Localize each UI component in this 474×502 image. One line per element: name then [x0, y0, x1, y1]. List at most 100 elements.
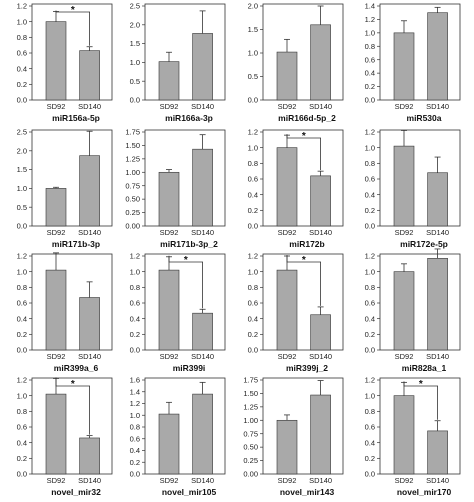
y-tick-label: 0.2: [365, 82, 375, 91]
y-tick-label: 0.2: [365, 454, 375, 463]
bar: [158, 61, 180, 101]
y-tick-label: 1.50: [125, 141, 140, 150]
category-label: SD92: [47, 476, 66, 485]
category-label: SD92: [395, 102, 414, 111]
bar: [427, 172, 448, 227]
bar: [276, 419, 298, 475]
category-label: SD140: [191, 228, 214, 237]
y-tick-label: 0.2: [17, 454, 27, 463]
significance-marker: *: [71, 379, 75, 390]
y-tick-label: 0.2: [365, 330, 375, 339]
category-label: SD140: [78, 228, 101, 237]
plot-frame: [144, 129, 226, 227]
chart-panel: 0.0 0.2 0.4 0.6 0.8 1.0 1.2 1.4 SD92 SD140 miR530a: [365, 2, 461, 123]
plot-frame: [379, 129, 461, 227]
y-tick-label: 0.0: [17, 346, 27, 355]
bar: [192, 312, 213, 351]
category-label: SD140: [426, 352, 449, 361]
y-tick-label: 1.0: [248, 143, 258, 152]
y-tick-label: 1.0: [248, 49, 258, 58]
chart-panel: 0.0 0.5 1.0 1.5 2.0 2.5 SD92 SD140 miR171b-3p: [17, 128, 113, 249]
panel-title: miR172e-5p: [400, 239, 448, 249]
y-tick-label: 0.6: [17, 299, 27, 308]
y-tick-label: 0.2: [17, 80, 27, 89]
y-tick-label: 0.6: [365, 423, 375, 432]
panel-title: novel_mir32: [51, 487, 101, 497]
bar: [45, 393, 67, 475]
category-label: SD92: [278, 102, 297, 111]
category-label: SD92: [47, 102, 66, 111]
y-tick-label: 0.25: [125, 208, 140, 217]
y-tick-label: 0.8: [248, 159, 258, 168]
panel-title: miR399a_6: [54, 363, 99, 373]
y-tick-label: 1.2: [17, 376, 27, 385]
y-tick-label: 0.4: [17, 438, 27, 447]
bar: [310, 394, 331, 475]
category-label: SD92: [278, 228, 297, 237]
y-tick-label: 0.0: [248, 222, 258, 231]
y-tick-label: 0.2: [248, 330, 258, 339]
category-label: SD140: [78, 102, 101, 111]
chart-panel: 0.0 0.2 0.4 0.6 0.8 1.0 1.2 SD92 SD140 miR172e-5p: [365, 128, 461, 249]
category-label: SD140: [191, 102, 214, 111]
panel-title: miR166a-3p: [165, 113, 213, 123]
y-tick-label: 0.6: [248, 299, 258, 308]
y-tick-label: 1.0: [17, 17, 27, 26]
y-tick-label: 1.2: [365, 252, 375, 261]
y-tick-label: 0.8: [365, 42, 375, 51]
chart-panel: 0.0 0.2 0.4 0.6 0.8 1.0 1.2 1.4 1.6 SD92 SD140 nove…: [130, 376, 226, 497]
chart-panel: 0.0 0.5 1.0 1.5 2.0 2.5 SD92 SD140 miR166a-3p: [130, 2, 226, 123]
category-label: SD92: [160, 476, 179, 485]
category-label: SD92: [395, 476, 414, 485]
y-tick-label: 1.50: [243, 389, 258, 398]
bar: [79, 437, 100, 475]
y-tick-label: 1.6: [130, 376, 140, 385]
y-tick-label: 0.0: [17, 96, 27, 105]
y-tick-label: 0.8: [17, 283, 27, 292]
category-label: SD92: [160, 102, 179, 111]
y-tick-label: 0.4: [365, 438, 375, 447]
y-tick-label: 0.50: [125, 195, 140, 204]
bar: [79, 297, 100, 351]
y-tick-label: 0.8: [365, 159, 375, 168]
y-tick-label: 0.8: [248, 283, 258, 292]
y-tick-label: 0.6: [130, 434, 140, 443]
bar: [310, 24, 331, 101]
category-label: SD140: [426, 476, 449, 485]
category-label: SD92: [278, 352, 297, 361]
y-tick-label: 1.25: [125, 154, 140, 163]
y-tick-label: 1.2: [17, 252, 27, 261]
chart-panel: 0.0 0.2 0.4 0.6 0.8 1.0 1.2 SD92 SD140 * miR399j_2: [248, 252, 344, 373]
y-tick-label: 1.0: [17, 184, 27, 193]
y-tick-label: 0.0: [130, 96, 140, 105]
significance-marker: *: [302, 131, 306, 142]
chart-panel: 0.0 0.2 0.4 0.6 0.8 1.0 1.2 SD92 SD140 miR828a_1: [365, 248, 461, 373]
chart-panel: 0.0 0.2 0.4 0.6 0.8 1.0 1.2 SD92 SD140 * novel_mir…: [17, 376, 113, 497]
bar: [276, 147, 298, 227]
y-tick-label: 2.0: [248, 2, 258, 11]
plot-frame: [144, 377, 226, 475]
y-tick-label: 0.25: [243, 456, 258, 465]
y-tick-label: 1.25: [243, 402, 258, 411]
y-tick-label: 0.00: [243, 470, 258, 479]
y-tick-label: 1.0: [17, 267, 27, 276]
bar: [310, 314, 331, 351]
y-tick-label: 0.4: [365, 190, 375, 199]
y-tick-label: 1.0: [130, 58, 140, 67]
y-tick-label: 1.0: [17, 391, 27, 400]
y-tick-label: 1.4: [130, 387, 140, 396]
bar: [393, 271, 415, 351]
y-tick-label: 0.6: [365, 175, 375, 184]
y-tick-label: 0.0: [248, 96, 258, 105]
y-tick-label: 1.0: [365, 391, 375, 400]
panel-title: miR171b-3p: [52, 239, 100, 249]
significance-marker: *: [302, 255, 306, 266]
y-tick-label: 1.0: [365, 28, 375, 37]
y-tick-label: 1.75: [243, 376, 258, 385]
y-tick-label: 1.2: [17, 2, 27, 11]
category-label: SD92: [160, 352, 179, 361]
category-label: SD140: [78, 352, 101, 361]
y-tick-label: 0.0: [17, 222, 27, 231]
y-tick-label: 1.2: [130, 252, 140, 261]
y-tick-label: 0.8: [365, 407, 375, 416]
